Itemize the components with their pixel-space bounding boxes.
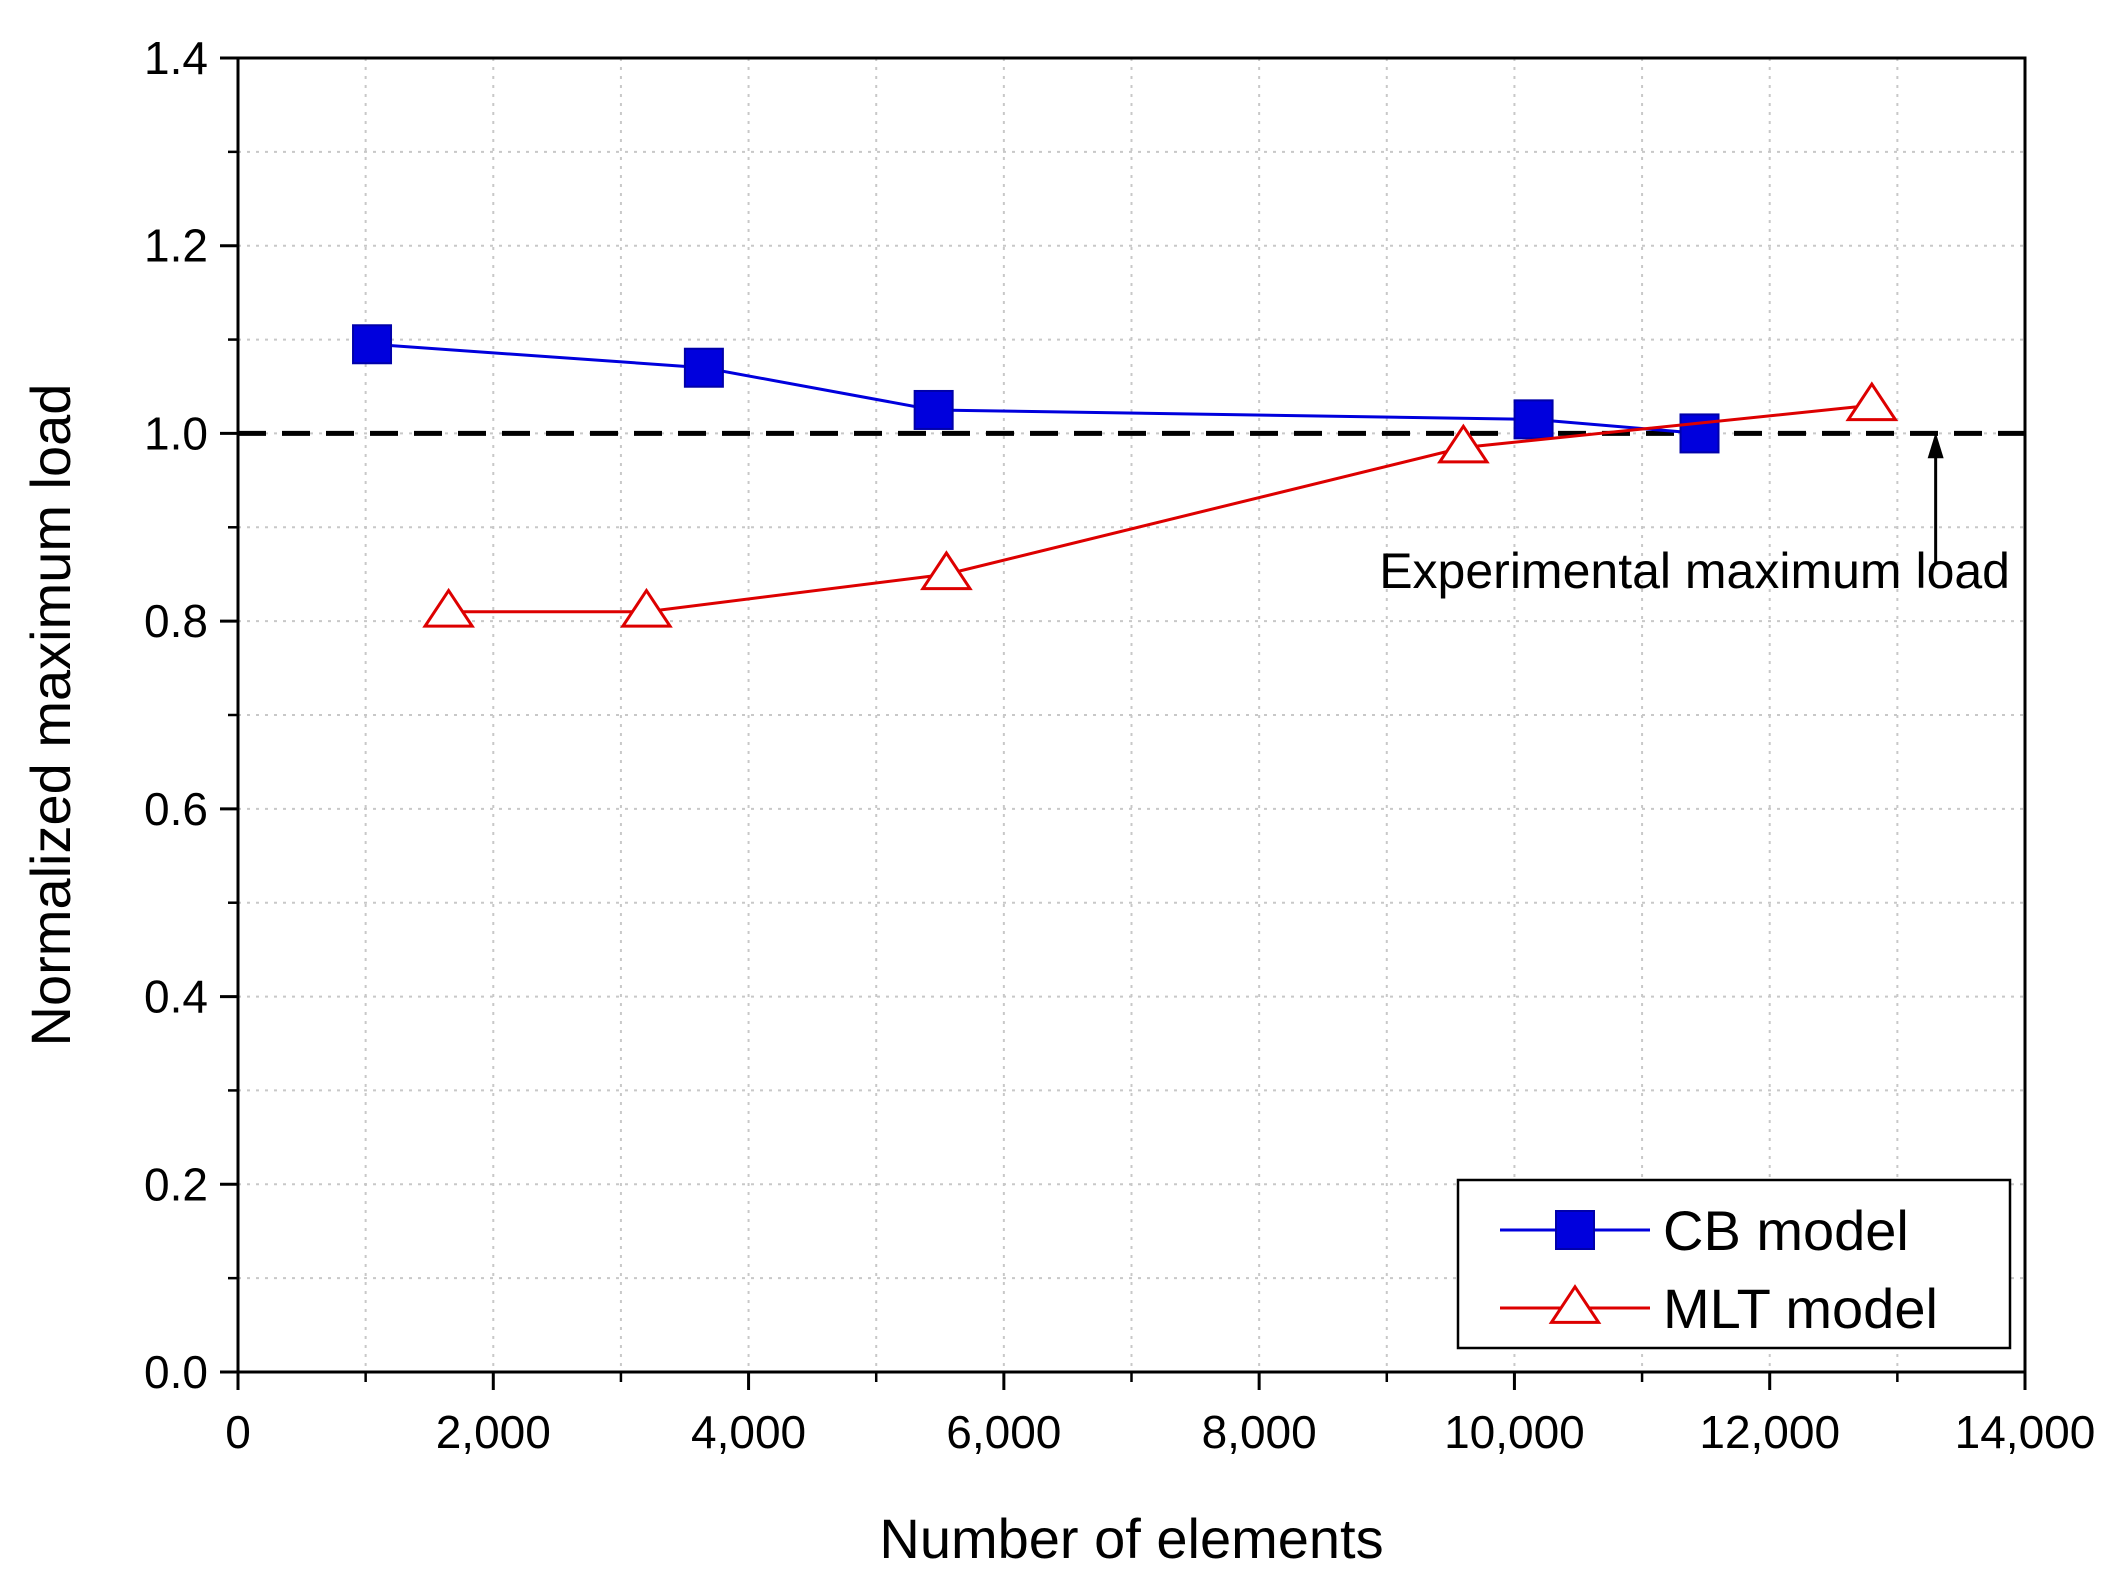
x-tick-label: 12,000: [1699, 1406, 1840, 1458]
x-tick-label: 4,000: [691, 1406, 806, 1458]
x-axis-title: Number of elements: [879, 1507, 1383, 1570]
x-tick-label: 14,000: [1955, 1406, 2096, 1458]
annotation: Experimental maximum load: [1379, 432, 2010, 599]
legend-label: MLT model: [1663, 1277, 1938, 1340]
x-tick-label: 0: [225, 1406, 251, 1458]
cb-marker: [1555, 1210, 1595, 1250]
annotation-text: Experimental maximum load: [1379, 543, 2010, 599]
annotation-arrowhead: [1927, 432, 1944, 459]
axes: 0 2,000 4,000 6,000 8,000 10,000 12,000 14,000 0…: [144, 32, 2095, 1458]
mlt-marker: [1548, 1284, 1602, 1324]
series-layer: [352, 324, 1899, 628]
grid: [238, 58, 2025, 1372]
x-tick-label: 2,000: [436, 1406, 551, 1458]
x-tick-label: 8,000: [1202, 1406, 1317, 1458]
series-mlt-model: [422, 381, 1899, 628]
legend: CB model MLT model: [1456, 1178, 2012, 1350]
cb-marker: [1679, 413, 1720, 454]
cb-marker: [913, 389, 954, 430]
y-tick-label: 0.0: [144, 1346, 208, 1398]
y-tick-label: 0.6: [144, 783, 208, 835]
y-tick-label: 1.2: [144, 220, 208, 272]
legend-entries: CB model MLT model: [1500, 1199, 1938, 1340]
cb-marker: [1513, 399, 1554, 440]
mlt-marker: [1437, 423, 1490, 464]
mlt-marker: [422, 587, 475, 628]
y-tick-label: 0.2: [144, 1158, 208, 1210]
mlt-marker: [620, 587, 673, 628]
legend-entry: CB model: [1500, 1199, 1909, 1262]
x-tick-label: 10,000: [1444, 1406, 1585, 1458]
y-axis-title: Normalized maximum load: [19, 384, 82, 1047]
series-cb-model: [352, 324, 1720, 454]
mlt-marker: [920, 550, 973, 591]
legend-box: [1456, 1178, 2012, 1350]
cb-marker: [683, 347, 724, 388]
legend-label: CB model: [1663, 1199, 1909, 1262]
legend-entry: MLT model: [1500, 1277, 1938, 1340]
cb-marker: [352, 324, 393, 365]
mlt-marker: [1845, 381, 1899, 422]
y-tick-label: 0.8: [144, 595, 208, 647]
y-tick-label: 1.4: [144, 32, 208, 84]
y-tick-label: 0.4: [144, 971, 208, 1023]
x-tick-label: 6,000: [946, 1406, 1061, 1458]
y-tick-label: 1.0: [144, 407, 208, 459]
